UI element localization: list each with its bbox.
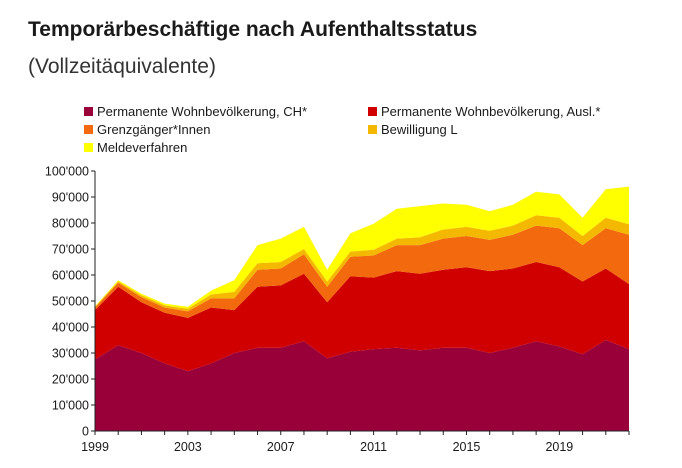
y-tick-label: 90'000	[52, 191, 89, 205]
y-tick-label: 10'000	[52, 399, 89, 413]
y-tick-label: 50'000	[52, 295, 89, 309]
area-series-0	[95, 340, 629, 431]
y-tick-label: 70'000	[52, 243, 89, 257]
legend-item-grenzgaenger: Grenzgänger*Innen	[84, 122, 210, 137]
y-tick-label: 0	[82, 425, 89, 439]
legend-swatch-ch	[84, 107, 93, 116]
legend-swatch-grenzgaenger	[84, 125, 93, 134]
y-tick-label: 60'000	[52, 269, 89, 283]
legend-swatch-ausl	[368, 107, 377, 116]
legend-label-bewilligung-l: Bewilligung L	[381, 122, 458, 137]
chart-subtitle: (Vollzeitäquivalente)	[28, 55, 216, 78]
legend-item-bewilligung-l: Bewilligung L	[368, 122, 458, 137]
area-series-4	[95, 186, 629, 309]
area-series-2	[95, 225, 629, 318]
x-tick-label: 2011	[360, 440, 387, 454]
legend-swatch-meldeverfahren	[84, 143, 93, 152]
x-tick-label: 2015	[453, 440, 481, 454]
y-tick-label: 30'000	[52, 347, 89, 361]
x-tick-label: 2019	[545, 440, 573, 454]
legend-item-meldeverfahren: Meldeverfahren	[84, 140, 187, 155]
legend-item-ausl: Permanente Wohnbevölkerung, Ausl.*	[368, 104, 600, 119]
y-tick-label: 80'000	[52, 217, 89, 231]
area-series-1	[95, 262, 629, 372]
x-tick-label: 2003	[174, 440, 202, 454]
y-tick-label: 100'000	[45, 165, 89, 179]
legend-swatch-bewilligung-l	[368, 125, 377, 134]
y-tick-label: 40'000	[52, 321, 89, 335]
legend-item-ch: Permanente Wohnbevölkerung, CH*	[84, 104, 307, 119]
legend-label-ausl: Permanente Wohnbevölkerung, Ausl.*	[381, 104, 601, 119]
legend-label-meldeverfahren: Meldeverfahren	[97, 140, 188, 155]
legend-label-ch: Permanente Wohnbevölkerung, CH*	[97, 104, 308, 119]
x-tick-label: 2007	[267, 440, 295, 454]
legend-label-grenzgaenger: Grenzgänger*Innen	[97, 122, 211, 137]
y-tick-label: 20'000	[52, 373, 89, 387]
chart-title: Temporärbeschäftige nach Aufenthaltsstat…	[28, 18, 478, 41]
x-tick-label: 1999	[81, 440, 109, 454]
